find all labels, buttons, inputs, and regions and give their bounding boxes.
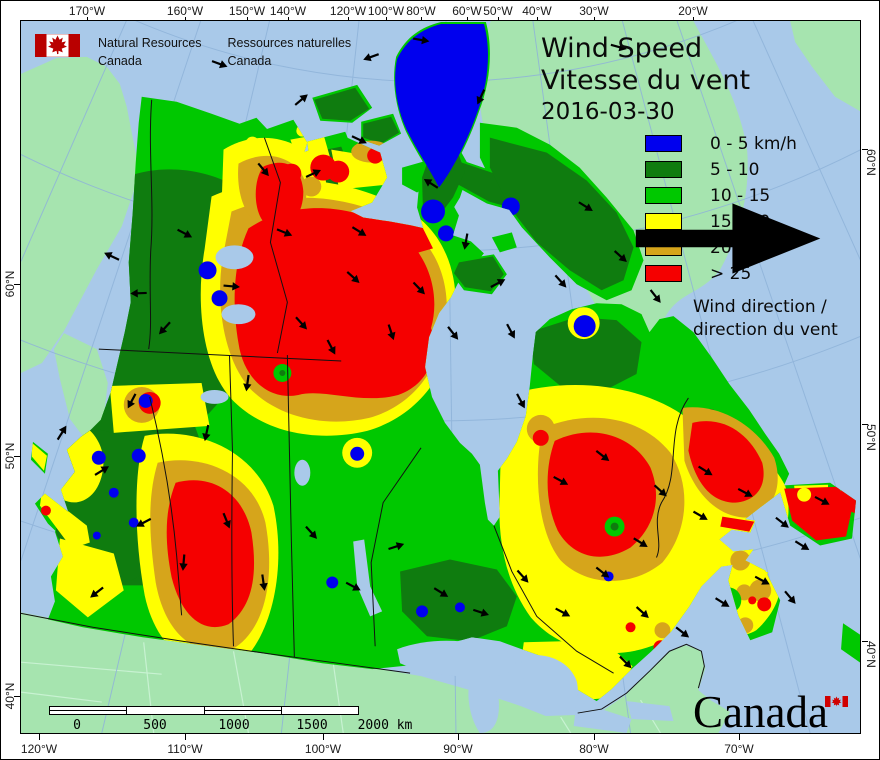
tick-mark bbox=[14, 283, 20, 285]
scale-segment bbox=[49, 706, 128, 715]
legend-swatch bbox=[645, 265, 682, 282]
map-canvas bbox=[21, 21, 860, 733]
tick-mark bbox=[14, 695, 20, 697]
canadian-flag-icon bbox=[35, 34, 80, 57]
us-state-borders bbox=[21, 642, 661, 733]
tick-mark bbox=[457, 734, 459, 740]
scale-segment bbox=[203, 706, 282, 715]
map-title: Wind Speed Vitesse du vent 2016-03-30 bbox=[541, 33, 750, 127]
tick-mark bbox=[593, 734, 595, 740]
tick-mark bbox=[14, 455, 20, 457]
logo-text-en: Natural Resources Canada bbox=[98, 36, 202, 68]
legend-item: 10 - 15 bbox=[627, 185, 838, 206]
legend-swatch bbox=[645, 161, 682, 178]
legend-label: 5 - 10 bbox=[710, 159, 760, 180]
tick-mark bbox=[738, 734, 740, 740]
lakes bbox=[200, 245, 674, 733]
legend-label: 0 - 5 km/h bbox=[710, 133, 797, 154]
tick-mark bbox=[862, 640, 868, 642]
scale-label: 1500 bbox=[296, 718, 328, 733]
scale-label: 500 bbox=[143, 718, 167, 733]
legend-swatch bbox=[645, 135, 682, 152]
legend-swatch bbox=[645, 213, 682, 230]
scale-segment bbox=[126, 706, 205, 715]
wind-direction-label: Wind direction / direction du vent bbox=[693, 297, 838, 340]
tick-mark bbox=[322, 734, 324, 740]
wind-direction-arrow-icon bbox=[635, 203, 821, 342]
logo-text-fr: Ressources naturelles Canada bbox=[227, 36, 352, 68]
legend-label: 10 - 15 bbox=[710, 185, 771, 206]
legend-wind-direction: Wind direction / direction du vent bbox=[627, 203, 838, 342]
scale-label: 2000 km bbox=[357, 718, 413, 733]
title-en: Wind Speed bbox=[541, 33, 703, 64]
tick-mark bbox=[184, 734, 186, 740]
legend-item: 5 - 10 bbox=[627, 159, 838, 180]
title-date: 2016-03-30 bbox=[541, 99, 675, 125]
legend-item: 0 - 5 km/h bbox=[627, 133, 838, 154]
tick-mark bbox=[862, 148, 868, 150]
scale-segment bbox=[280, 706, 359, 715]
map-frame: Natural Resources Canada Ressources natu… bbox=[20, 20, 861, 734]
scale-label: 1000 bbox=[218, 718, 250, 733]
government-logo: Natural Resources Canada Ressources natu… bbox=[35, 34, 351, 70]
scale-bar-segments bbox=[49, 706, 362, 715]
wordmark-flag-icon bbox=[825, 696, 848, 707]
tick-mark bbox=[38, 734, 40, 740]
tick-mark bbox=[862, 423, 868, 425]
legend: 0 - 5 km/h 5 - 10 10 - 15 15 - 2 bbox=[627, 133, 838, 342]
title-fr: Vitesse du vent bbox=[541, 65, 751, 96]
canada-wordmark: Canada bbox=[693, 687, 848, 733]
scale-bar: 0 500 1000 1500 2000 km bbox=[49, 706, 412, 733]
political-borders bbox=[21, 99, 705, 714]
legend-swatch bbox=[645, 187, 682, 204]
scale-label: 0 bbox=[73, 718, 81, 733]
